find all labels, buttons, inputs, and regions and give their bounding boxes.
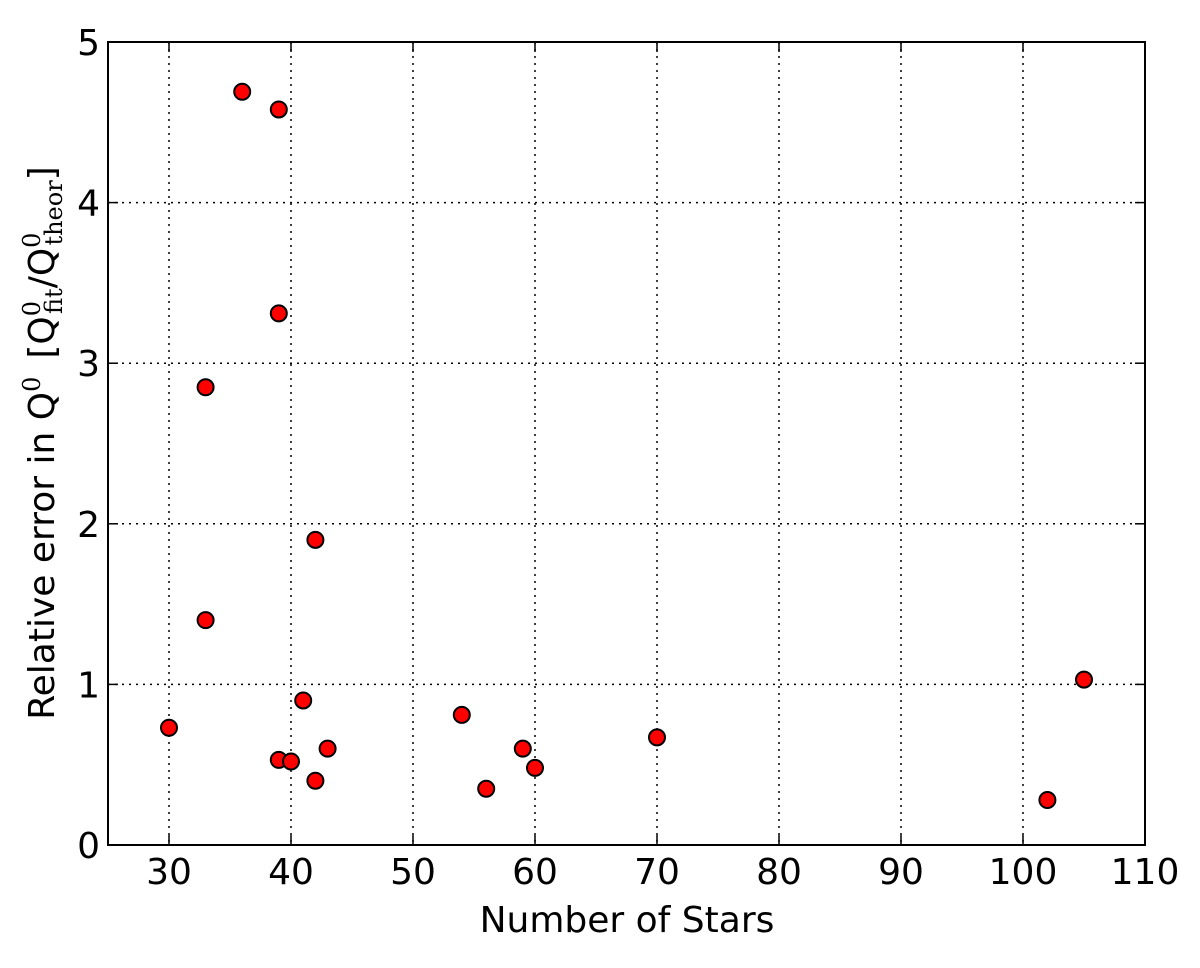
plot-frame bbox=[107, 41, 1146, 846]
y-label-sub: fit bbox=[40, 288, 68, 314]
x-tick-label: 50 bbox=[390, 852, 436, 893]
x-tick-label: 40 bbox=[268, 852, 314, 893]
point bbox=[160, 718, 178, 737]
point bbox=[306, 771, 325, 790]
y-label-sup: 0 bbox=[18, 301, 46, 316]
y-label-part: Relative error in Q bbox=[22, 392, 63, 720]
point bbox=[294, 691, 313, 710]
x-tick-label: 30 bbox=[146, 852, 192, 893]
y-label-part: ] bbox=[22, 166, 63, 180]
y-label-sup: 0 bbox=[18, 377, 46, 392]
point bbox=[196, 611, 215, 630]
y-label-sup: 0 bbox=[18, 233, 46, 248]
point bbox=[196, 378, 215, 397]
x-tick-label: 60 bbox=[512, 852, 558, 893]
point bbox=[452, 705, 471, 724]
point bbox=[269, 100, 288, 119]
x-tick-label: 80 bbox=[756, 852, 802, 893]
x-tick-label: 110 bbox=[1111, 852, 1180, 893]
point bbox=[318, 739, 337, 758]
x-axis-label: Number of Stars bbox=[480, 900, 775, 941]
y-tick-label: 5 bbox=[77, 23, 100, 64]
y-axis-label: Relative error in Q0[Q0fit/Q0theor] bbox=[18, 166, 68, 719]
point bbox=[513, 739, 532, 758]
point bbox=[648, 728, 666, 747]
point bbox=[1038, 791, 1057, 810]
y-tick-label: 0 bbox=[77, 826, 100, 867]
point bbox=[1075, 670, 1093, 689]
point bbox=[282, 752, 300, 771]
point bbox=[526, 758, 544, 777]
point bbox=[233, 82, 252, 101]
point bbox=[269, 304, 288, 323]
y-label-part: [Q bbox=[22, 316, 63, 358]
y-tick-label: 2 bbox=[77, 505, 100, 546]
y-label-sub: theor bbox=[40, 180, 68, 246]
point bbox=[306, 530, 325, 549]
x-tick-label: 90 bbox=[878, 852, 924, 893]
x-tick-label: 70 bbox=[634, 852, 680, 893]
y-tick-label: 4 bbox=[77, 184, 100, 225]
point bbox=[477, 779, 496, 798]
y-tick-label: 1 bbox=[77, 665, 100, 706]
x-tick-label: 100 bbox=[989, 852, 1058, 893]
y-tick-label: 3 bbox=[77, 344, 100, 385]
y-label-part: /Q bbox=[22, 248, 63, 288]
